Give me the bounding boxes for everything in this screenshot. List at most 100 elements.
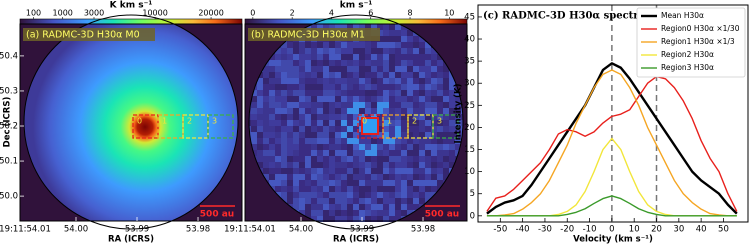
image-pixel: [347, 126, 353, 132]
image-pixel: [281, 96, 287, 102]
image-pixel: [431, 162, 437, 168]
image-pixel: [359, 60, 365, 66]
image-pixel: [377, 162, 383, 168]
image-pixel: [365, 78, 371, 84]
image-pixel: [305, 162, 311, 168]
image-pixel: [431, 144, 437, 150]
image-pixel: [335, 186, 341, 192]
image-pixel: [401, 186, 407, 192]
image-pixel: [251, 96, 257, 102]
image-emission: [24, 24, 238, 221]
image-pixel: [353, 120, 359, 126]
image-pixel: [425, 90, 431, 96]
image-pixel: [371, 168, 377, 174]
image-pixel: [347, 54, 353, 60]
image-pixel: [293, 54, 299, 60]
image-pixel: [335, 162, 341, 168]
image-pixel: [293, 48, 299, 54]
image-pixel: [377, 216, 383, 222]
image-pixel: [383, 186, 389, 192]
image-pixel: [419, 198, 425, 204]
image-pixel: [401, 42, 407, 48]
image-pixel: [311, 126, 317, 132]
image-pixel: [275, 48, 281, 54]
image-pixel: [377, 174, 383, 180]
image-pixel: [335, 66, 341, 72]
image-pixel: [275, 72, 281, 78]
image-pixel: [305, 24, 311, 30]
image-pixel: [353, 198, 359, 204]
image-pixel: [383, 216, 389, 222]
image-pixel: [341, 198, 347, 204]
image-pixel: [347, 204, 353, 210]
image-pixel: [335, 132, 341, 138]
image-pixel: [371, 54, 377, 60]
image-pixel: [419, 162, 425, 168]
image-pixel: [389, 168, 395, 174]
image-pixel: [281, 126, 287, 132]
image-pixel: [329, 120, 335, 126]
image-pixel: [317, 66, 323, 72]
image-pixel: [323, 180, 329, 186]
image-pixel: [425, 132, 431, 138]
image-pixel: [299, 96, 305, 102]
image-pixel: [311, 150, 317, 156]
region-label: 1: [387, 117, 392, 126]
image-pixel: [377, 198, 383, 204]
image-pixel: [431, 138, 437, 144]
image-pixel: [341, 156, 347, 162]
legend-label: Mean H30α: [661, 11, 704, 20]
image-pixel: [281, 168, 287, 174]
image-pixel: [281, 162, 287, 168]
colorbar-label: K km s⁻¹: [110, 1, 153, 11]
image-pixel: [347, 132, 353, 138]
image-pixel: [365, 60, 371, 66]
image-pixel: [359, 24, 365, 30]
image-pixel: [341, 60, 347, 66]
image-pixel: [365, 192, 371, 198]
image-pixel: [269, 156, 275, 162]
image-pixel: [419, 186, 425, 192]
image-pixel: [305, 48, 311, 54]
legend-label: Region2 H30α: [661, 50, 714, 59]
image-pixel: [437, 162, 443, 168]
image-pixel: [275, 144, 281, 150]
colorbar-tick-label: 4: [329, 9, 334, 18]
image-pixel: [335, 96, 341, 102]
image-pixel: [407, 180, 413, 186]
image-pixel: [443, 150, 449, 156]
series-line: [486, 62, 738, 215]
image-pixel: [455, 102, 461, 108]
image-pixel: [383, 210, 389, 216]
image-pixel: [413, 144, 419, 150]
image-pixel: [395, 60, 401, 66]
image-pixel: [269, 84, 275, 90]
image-pixel: [353, 162, 359, 168]
image-pixel: [341, 216, 347, 222]
image-pixel: [377, 108, 383, 114]
image-pixel: [323, 174, 329, 180]
image-pixel: [317, 78, 323, 84]
image-pixel: [413, 96, 419, 102]
image-pixel: [383, 72, 389, 78]
image-pixel: [437, 180, 443, 186]
image-pixel: [281, 144, 287, 150]
plot-area: [486, 62, 738, 217]
x-tick-label: 53.98: [411, 225, 435, 235]
region-label: 1: [162, 117, 167, 126]
image-pixel: [401, 198, 407, 204]
image-pixel: [263, 120, 269, 126]
image-pixel: [305, 198, 311, 204]
image-pixel: [401, 150, 407, 156]
x-tick-label: 53.99: [125, 225, 149, 235]
image-pixel: [419, 78, 425, 84]
image-pixel: [413, 60, 419, 66]
image-pixel: [275, 102, 281, 108]
image-pixel: [401, 192, 407, 198]
image-pixel: [299, 72, 305, 78]
image-pixel: [449, 96, 455, 102]
image-pixel: [401, 138, 407, 144]
image-pixel: [305, 96, 311, 102]
image-pixel: [269, 102, 275, 108]
